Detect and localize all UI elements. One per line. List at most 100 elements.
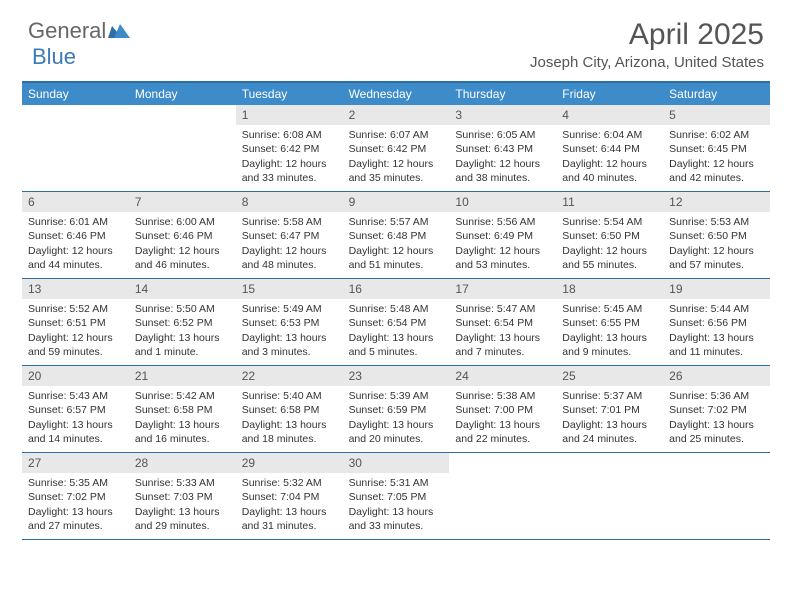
- daylight-line: Daylight: 12 hours and 42 minutes.: [669, 157, 764, 185]
- day-number: 10: [449, 192, 556, 212]
- week-row: 27Sunrise: 5:35 AMSunset: 7:02 PMDayligh…: [22, 453, 770, 540]
- day-cell: 1Sunrise: 6:08 AMSunset: 6:42 PMDaylight…: [236, 105, 343, 191]
- sunrise-line: Sunrise: 5:38 AM: [455, 389, 550, 403]
- sunset-line: Sunset: 6:56 PM: [669, 316, 764, 330]
- sunset-line: Sunset: 6:52 PM: [135, 316, 230, 330]
- day-body: Sunrise: 6:04 AMSunset: 6:44 PMDaylight:…: [556, 125, 663, 189]
- sunrise-line: Sunrise: 5:35 AM: [28, 476, 123, 490]
- daylight-line: Daylight: 13 hours and 9 minutes.: [562, 331, 657, 359]
- sunrise-line: Sunrise: 6:04 AM: [562, 128, 657, 142]
- day-number: 6: [22, 192, 129, 212]
- dow-row: SundayMondayTuesdayWednesdayThursdayFrid…: [22, 83, 770, 105]
- day-cell: 11Sunrise: 5:54 AMSunset: 6:50 PMDayligh…: [556, 192, 663, 278]
- day-cell: 19Sunrise: 5:44 AMSunset: 6:56 PMDayligh…: [663, 279, 770, 365]
- day-cell: 28Sunrise: 5:33 AMSunset: 7:03 PMDayligh…: [129, 453, 236, 539]
- day-body: Sunrise: 5:31 AMSunset: 7:05 PMDaylight:…: [343, 473, 450, 537]
- day-number: 19: [663, 279, 770, 299]
- daylight-line: Daylight: 13 hours and 20 minutes.: [349, 418, 444, 446]
- sunset-line: Sunset: 6:42 PM: [349, 142, 444, 156]
- day-number: 13: [22, 279, 129, 299]
- sunset-line: Sunset: 6:54 PM: [349, 316, 444, 330]
- day-cell: 29Sunrise: 5:32 AMSunset: 7:04 PMDayligh…: [236, 453, 343, 539]
- sunset-line: Sunset: 6:43 PM: [455, 142, 550, 156]
- sunset-line: Sunset: 6:48 PM: [349, 229, 444, 243]
- daylight-line: Daylight: 12 hours and 46 minutes.: [135, 244, 230, 272]
- day-body: Sunrise: 5:35 AMSunset: 7:02 PMDaylight:…: [22, 473, 129, 537]
- day-number: 7: [129, 192, 236, 212]
- daylight-line: Daylight: 12 hours and 35 minutes.: [349, 157, 444, 185]
- day-body: Sunrise: 6:07 AMSunset: 6:42 PMDaylight:…: [343, 125, 450, 189]
- sunset-line: Sunset: 6:49 PM: [455, 229, 550, 243]
- sunset-line: Sunset: 7:04 PM: [242, 490, 337, 504]
- day-body: Sunrise: 5:57 AMSunset: 6:48 PMDaylight:…: [343, 212, 450, 276]
- sunset-line: Sunset: 7:02 PM: [28, 490, 123, 504]
- day-body: Sunrise: 6:00 AMSunset: 6:46 PMDaylight:…: [129, 212, 236, 276]
- sunset-line: Sunset: 7:03 PM: [135, 490, 230, 504]
- day-body: Sunrise: 5:40 AMSunset: 6:58 PMDaylight:…: [236, 386, 343, 450]
- daylight-line: Daylight: 13 hours and 1 minute.: [135, 331, 230, 359]
- logo-icon: [108, 18, 130, 44]
- day-number: 18: [556, 279, 663, 299]
- daylight-line: Daylight: 13 hours and 29 minutes.: [135, 505, 230, 533]
- sunrise-line: Sunrise: 6:00 AM: [135, 215, 230, 229]
- sunrise-line: Sunrise: 5:32 AM: [242, 476, 337, 490]
- sunset-line: Sunset: 6:44 PM: [562, 142, 657, 156]
- day-cell: 25Sunrise: 5:37 AMSunset: 7:01 PMDayligh…: [556, 366, 663, 452]
- day-cell: 14Sunrise: 5:50 AMSunset: 6:52 PMDayligh…: [129, 279, 236, 365]
- sunrise-line: Sunrise: 5:53 AM: [669, 215, 764, 229]
- day-number: 21: [129, 366, 236, 386]
- day-number: 20: [22, 366, 129, 386]
- daylight-line: Daylight: 12 hours and 40 minutes.: [562, 157, 657, 185]
- day-number: 15: [236, 279, 343, 299]
- logo-text-2: Blue: [32, 44, 76, 70]
- logo-text-1: General: [28, 18, 106, 44]
- day-body: Sunrise: 5:54 AMSunset: 6:50 PMDaylight:…: [556, 212, 663, 276]
- day-body: Sunrise: 5:49 AMSunset: 6:53 PMDaylight:…: [236, 299, 343, 363]
- sunset-line: Sunset: 6:46 PM: [135, 229, 230, 243]
- sunrise-line: Sunrise: 6:08 AM: [242, 128, 337, 142]
- week-row: 13Sunrise: 5:52 AMSunset: 6:51 PMDayligh…: [22, 279, 770, 366]
- sunrise-line: Sunrise: 5:43 AM: [28, 389, 123, 403]
- daylight-line: Daylight: 12 hours and 33 minutes.: [242, 157, 337, 185]
- sunrise-line: Sunrise: 5:37 AM: [562, 389, 657, 403]
- sunrise-line: Sunrise: 5:58 AM: [242, 215, 337, 229]
- day-body: Sunrise: 5:32 AMSunset: 7:04 PMDaylight:…: [236, 473, 343, 537]
- dow-sunday: Sunday: [22, 83, 129, 105]
- sunrise-line: Sunrise: 6:07 AM: [349, 128, 444, 142]
- location: Joseph City, Arizona, United States: [530, 54, 764, 71]
- sunrise-line: Sunrise: 5:39 AM: [349, 389, 444, 403]
- day-cell: 10Sunrise: 5:56 AMSunset: 6:49 PMDayligh…: [449, 192, 556, 278]
- daylight-line: Daylight: 13 hours and 22 minutes.: [455, 418, 550, 446]
- sunrise-line: Sunrise: 5:31 AM: [349, 476, 444, 490]
- day-number: 4: [556, 105, 663, 125]
- day-body: Sunrise: 5:53 AMSunset: 6:50 PMDaylight:…: [663, 212, 770, 276]
- calendar: SundayMondayTuesdayWednesdayThursdayFrid…: [22, 81, 770, 540]
- day-cell: 26Sunrise: 5:36 AMSunset: 7:02 PMDayligh…: [663, 366, 770, 452]
- day-cell: 15Sunrise: 5:49 AMSunset: 6:53 PMDayligh…: [236, 279, 343, 365]
- empty-cell: [556, 453, 663, 539]
- day-number: 9: [343, 192, 450, 212]
- day-cell: 22Sunrise: 5:40 AMSunset: 6:58 PMDayligh…: [236, 366, 343, 452]
- sunset-line: Sunset: 6:50 PM: [669, 229, 764, 243]
- sunrise-line: Sunrise: 5:44 AM: [669, 302, 764, 316]
- day-body: Sunrise: 5:39 AMSunset: 6:59 PMDaylight:…: [343, 386, 450, 450]
- day-cell: 6Sunrise: 6:01 AMSunset: 6:46 PMDaylight…: [22, 192, 129, 278]
- week-row: 6Sunrise: 6:01 AMSunset: 6:46 PMDaylight…: [22, 192, 770, 279]
- sunset-line: Sunset: 6:58 PM: [242, 403, 337, 417]
- sunrise-line: Sunrise: 5:42 AM: [135, 389, 230, 403]
- week-row: 1Sunrise: 6:08 AMSunset: 6:42 PMDaylight…: [22, 105, 770, 192]
- day-cell: 18Sunrise: 5:45 AMSunset: 6:55 PMDayligh…: [556, 279, 663, 365]
- dow-thursday: Thursday: [449, 83, 556, 105]
- sunset-line: Sunset: 6:54 PM: [455, 316, 550, 330]
- day-number: 16: [343, 279, 450, 299]
- sunset-line: Sunset: 7:02 PM: [669, 403, 764, 417]
- day-body: Sunrise: 5:36 AMSunset: 7:02 PMDaylight:…: [663, 386, 770, 450]
- day-cell: 21Sunrise: 5:42 AMSunset: 6:58 PMDayligh…: [129, 366, 236, 452]
- day-number: 30: [343, 453, 450, 473]
- empty-cell: [129, 105, 236, 191]
- sunset-line: Sunset: 6:51 PM: [28, 316, 123, 330]
- daylight-line: Daylight: 13 hours and 27 minutes.: [28, 505, 123, 533]
- dow-tuesday: Tuesday: [236, 83, 343, 105]
- day-number: 29: [236, 453, 343, 473]
- day-cell: 12Sunrise: 5:53 AMSunset: 6:50 PMDayligh…: [663, 192, 770, 278]
